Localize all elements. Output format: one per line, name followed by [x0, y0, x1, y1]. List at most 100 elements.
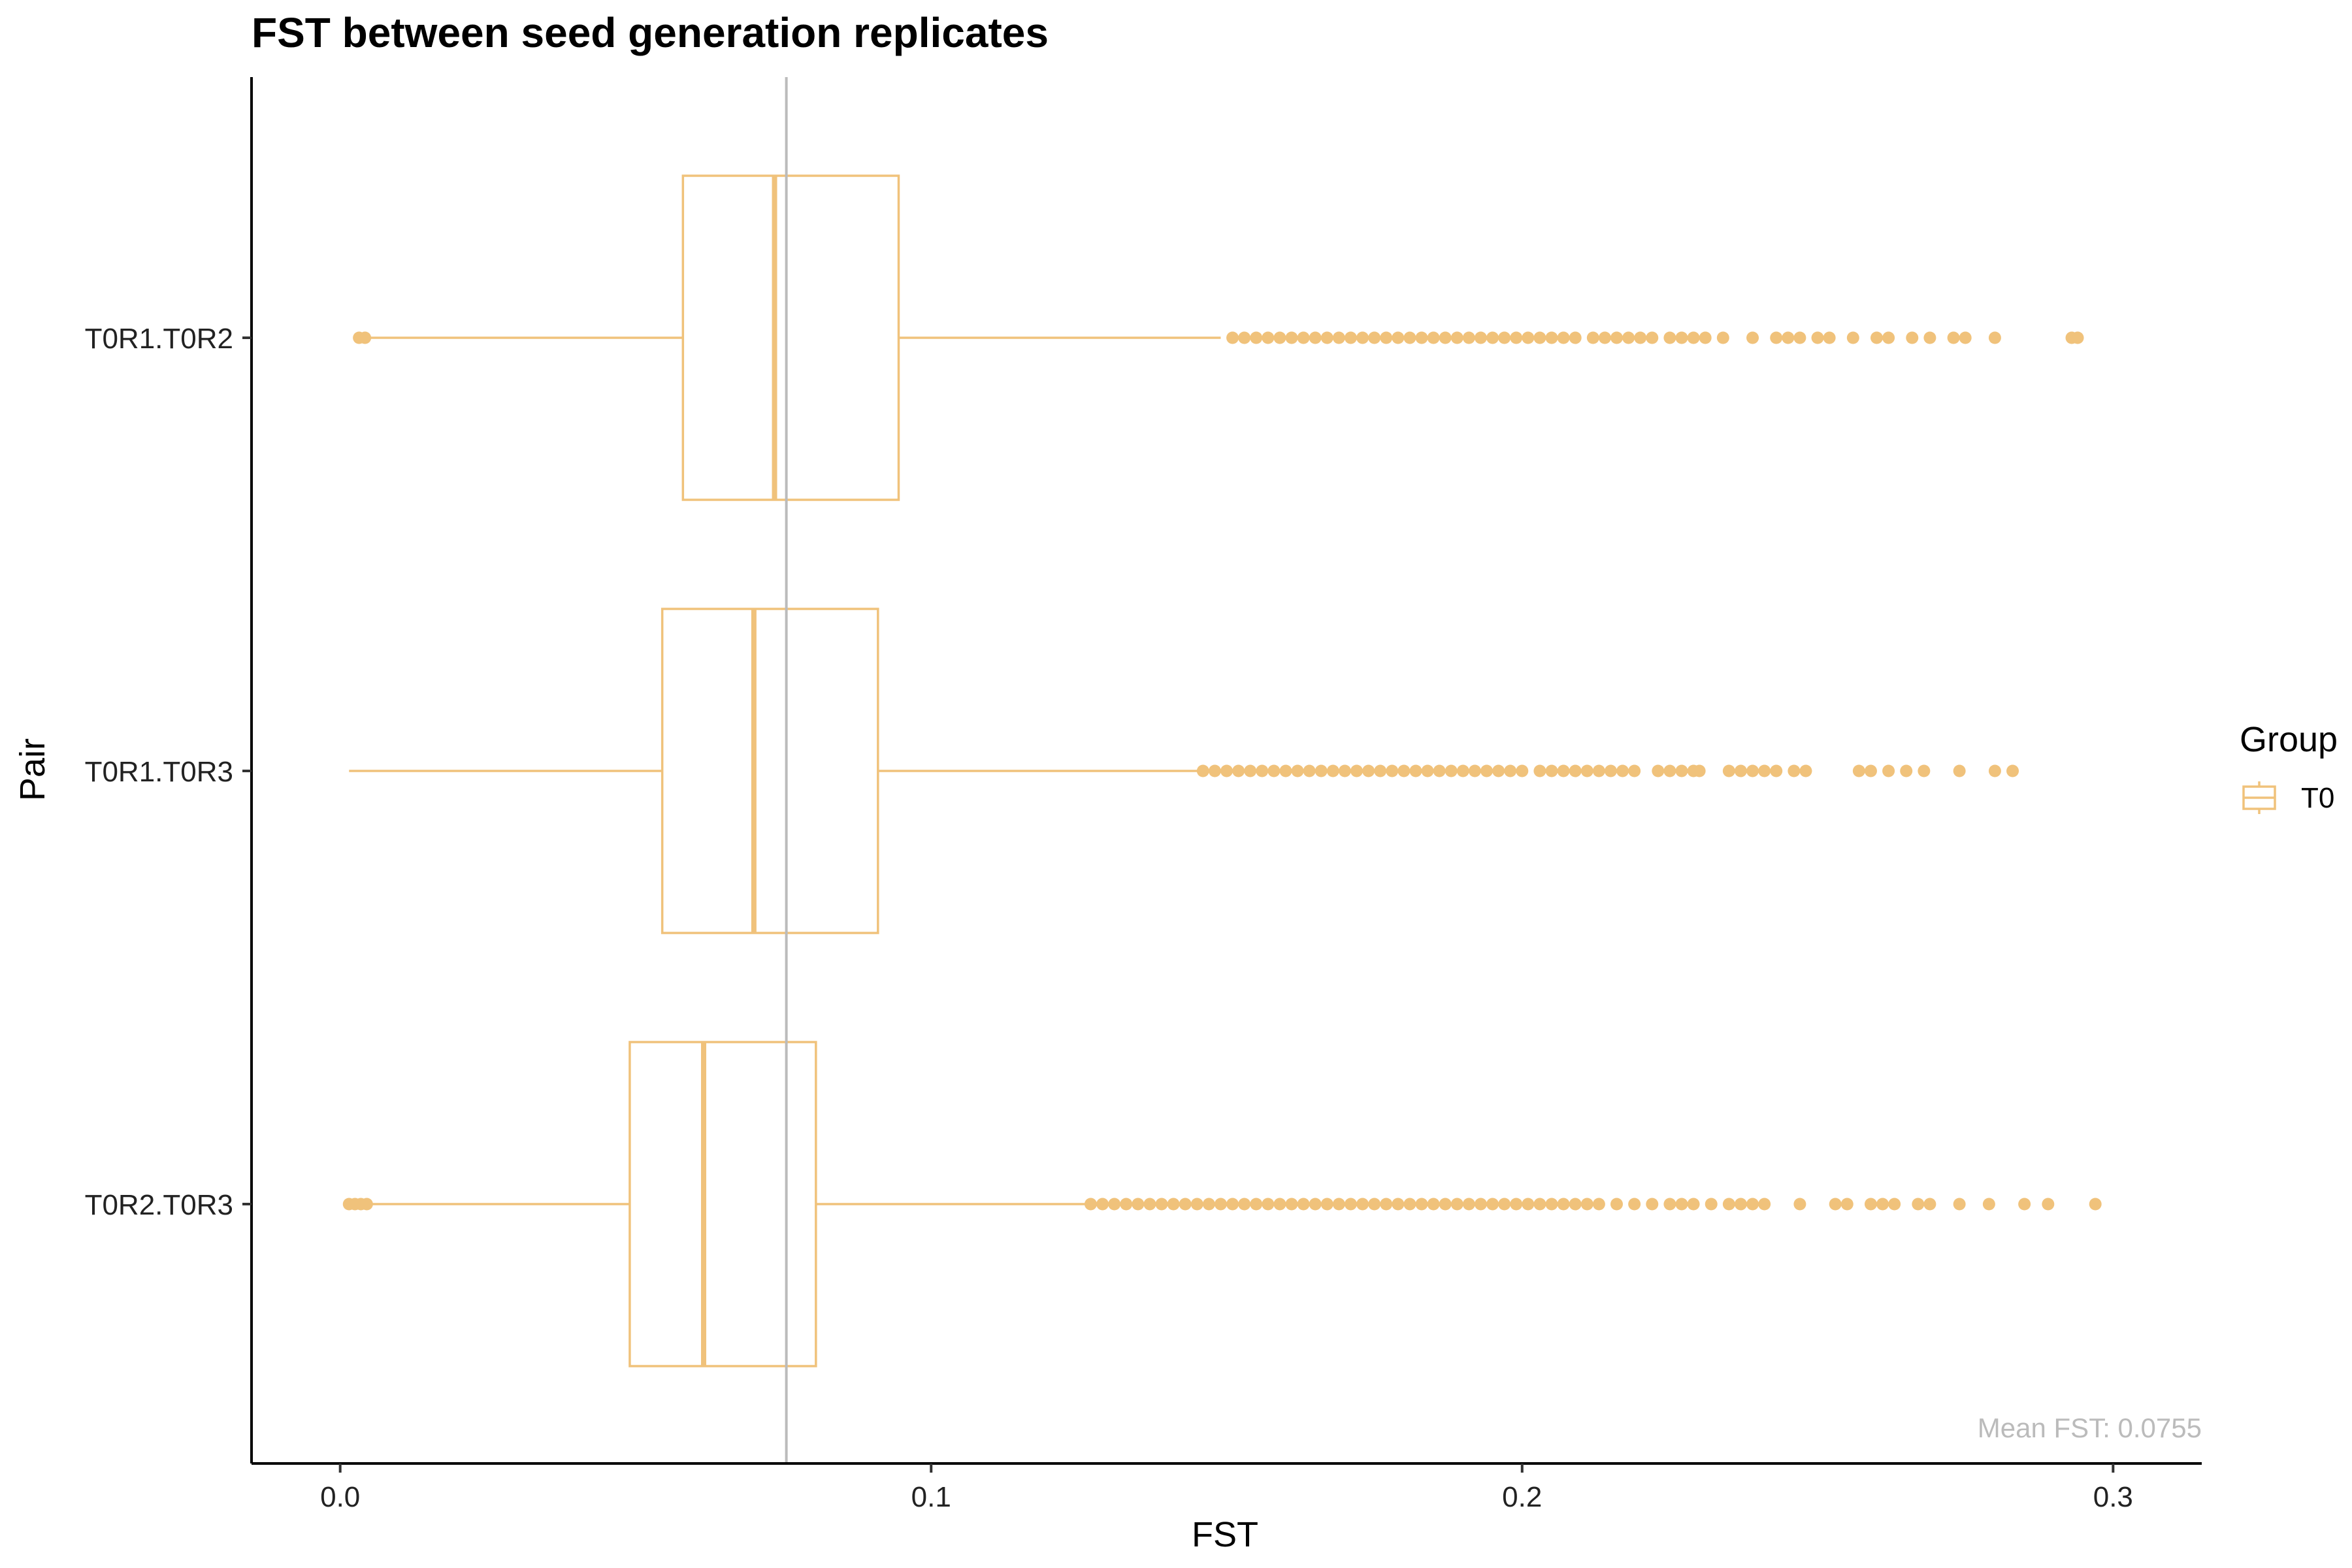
outlier-point	[1439, 331, 1452, 344]
outlier-point	[1474, 331, 1487, 344]
outlier-point	[1374, 764, 1387, 777]
outlier-point	[1988, 331, 2001, 344]
outlier-point	[1646, 331, 1659, 344]
outlier-point	[1132, 1198, 1145, 1211]
outlier-point	[1250, 331, 1263, 344]
outlier-point	[2089, 1198, 2102, 1211]
outlier-point	[1297, 1198, 1310, 1211]
outlier-point	[1167, 1198, 1180, 1211]
outlier-point	[1687, 331, 1700, 344]
box-iqr	[681, 174, 900, 501]
outlier-point	[1580, 764, 1593, 777]
outlier-point	[1663, 764, 1676, 777]
outlier-point	[1450, 331, 1463, 344]
outlier-point	[2006, 764, 2019, 777]
outlier-point	[1392, 1198, 1405, 1211]
outlier-point	[1918, 764, 1931, 777]
outlier-point	[1332, 1198, 1345, 1211]
outlier-point	[1486, 1198, 1499, 1211]
outlier-point	[1746, 764, 1759, 777]
outlier-point	[1522, 1198, 1535, 1211]
legend-key-t0	[2242, 781, 2276, 814]
outlier-point	[1988, 764, 2001, 777]
outlier-point	[1533, 764, 1546, 777]
outlier-point	[1545, 764, 1558, 777]
outlier-point	[1273, 1198, 1286, 1211]
outlier-point	[1586, 331, 1599, 344]
outlier-point	[1598, 331, 1611, 344]
outlier-point	[1226, 331, 1239, 344]
outlier-point	[1734, 1198, 1747, 1211]
outlier-point	[1456, 764, 1469, 777]
outlier-point	[1356, 331, 1369, 344]
outlier-point	[1486, 331, 1499, 344]
outlier-point	[1610, 331, 1623, 344]
outlier-point	[1628, 1198, 1641, 1211]
x-tick-label: 0.1	[911, 1481, 951, 1513]
y-tick-label: T0R1.T0R2	[85, 323, 233, 355]
outlier-point	[1846, 331, 1859, 344]
outlier-point	[1569, 331, 1582, 344]
outlier-point	[1338, 764, 1351, 777]
outlier-point	[1793, 331, 1806, 344]
outlier-point	[1421, 764, 1434, 777]
y-tick-label: T0R1.T0R3	[85, 756, 233, 788]
outlier-point	[1108, 1198, 1121, 1211]
box-iqr	[629, 1041, 817, 1367]
outlier-point	[1196, 764, 1209, 777]
outlier-point	[1604, 764, 1617, 777]
outlier-point	[1220, 764, 1233, 777]
outlier-point	[1912, 1198, 1925, 1211]
outlier-point	[1403, 1198, 1416, 1211]
outlier-point	[2071, 331, 2084, 344]
outlier-point	[360, 1198, 373, 1211]
outlier-point	[1238, 1198, 1251, 1211]
outlier-point	[1580, 1198, 1593, 1211]
outlier-point	[1687, 1198, 1700, 1211]
outlier-point	[1326, 764, 1339, 777]
outlier-point	[1214, 1198, 1227, 1211]
outlier-point	[1628, 764, 1641, 777]
outlier-point	[1332, 331, 1345, 344]
outlier-point	[1303, 764, 1316, 777]
outlier-point	[1238, 331, 1251, 344]
outlier-point	[1468, 764, 1481, 777]
y-tick-label: T0R2.T0R3	[85, 1189, 233, 1221]
outlier-point	[1545, 1198, 1558, 1211]
outlier-point	[1244, 764, 1257, 777]
outlier-point	[1427, 331, 1440, 344]
outlier-point	[1368, 331, 1381, 344]
outlier-point	[1722, 764, 1735, 777]
outlier-point	[1344, 331, 1357, 344]
x-tick-label: 0.3	[2093, 1481, 2133, 1513]
x-tick-label: 0.0	[320, 1481, 360, 1513]
outlier-point	[1510, 331, 1523, 344]
outlier-point	[1770, 764, 1783, 777]
box-T0R1.T0R2	[353, 174, 2084, 501]
legend-title: Group	[2240, 720, 2338, 759]
outlier-point	[1799, 764, 1812, 777]
outlier-point	[1870, 331, 1883, 344]
outlier-point	[1923, 1198, 1936, 1211]
outlier-point	[1297, 331, 1310, 344]
chart-title: FST between seed generation replicates	[252, 9, 1049, 56]
outlier-point	[1474, 1198, 1487, 1211]
outlier-point	[1959, 331, 1972, 344]
x-axis-ticks: 0.0 0.1 0.2 0.3	[320, 1463, 2133, 1513]
outlier-point	[1516, 764, 1529, 777]
outlier-point	[1793, 1198, 1806, 1211]
outlier-point	[1285, 331, 1298, 344]
outlier-point	[1279, 764, 1292, 777]
outlier-point	[1250, 1198, 1263, 1211]
outlier-point	[1953, 1198, 1966, 1211]
mean-fst-annotation: Mean FST: 0.0755	[1978, 1413, 2202, 1443]
outlier-point	[1788, 764, 1801, 777]
outlier-point	[1705, 1198, 1718, 1211]
outlier-point	[1522, 331, 1535, 344]
outlier-point	[1309, 331, 1322, 344]
outlier-point	[2042, 1198, 2055, 1211]
outlier-point	[1557, 1198, 1570, 1211]
outlier-point	[1380, 331, 1393, 344]
outlier-point	[1380, 1198, 1393, 1211]
